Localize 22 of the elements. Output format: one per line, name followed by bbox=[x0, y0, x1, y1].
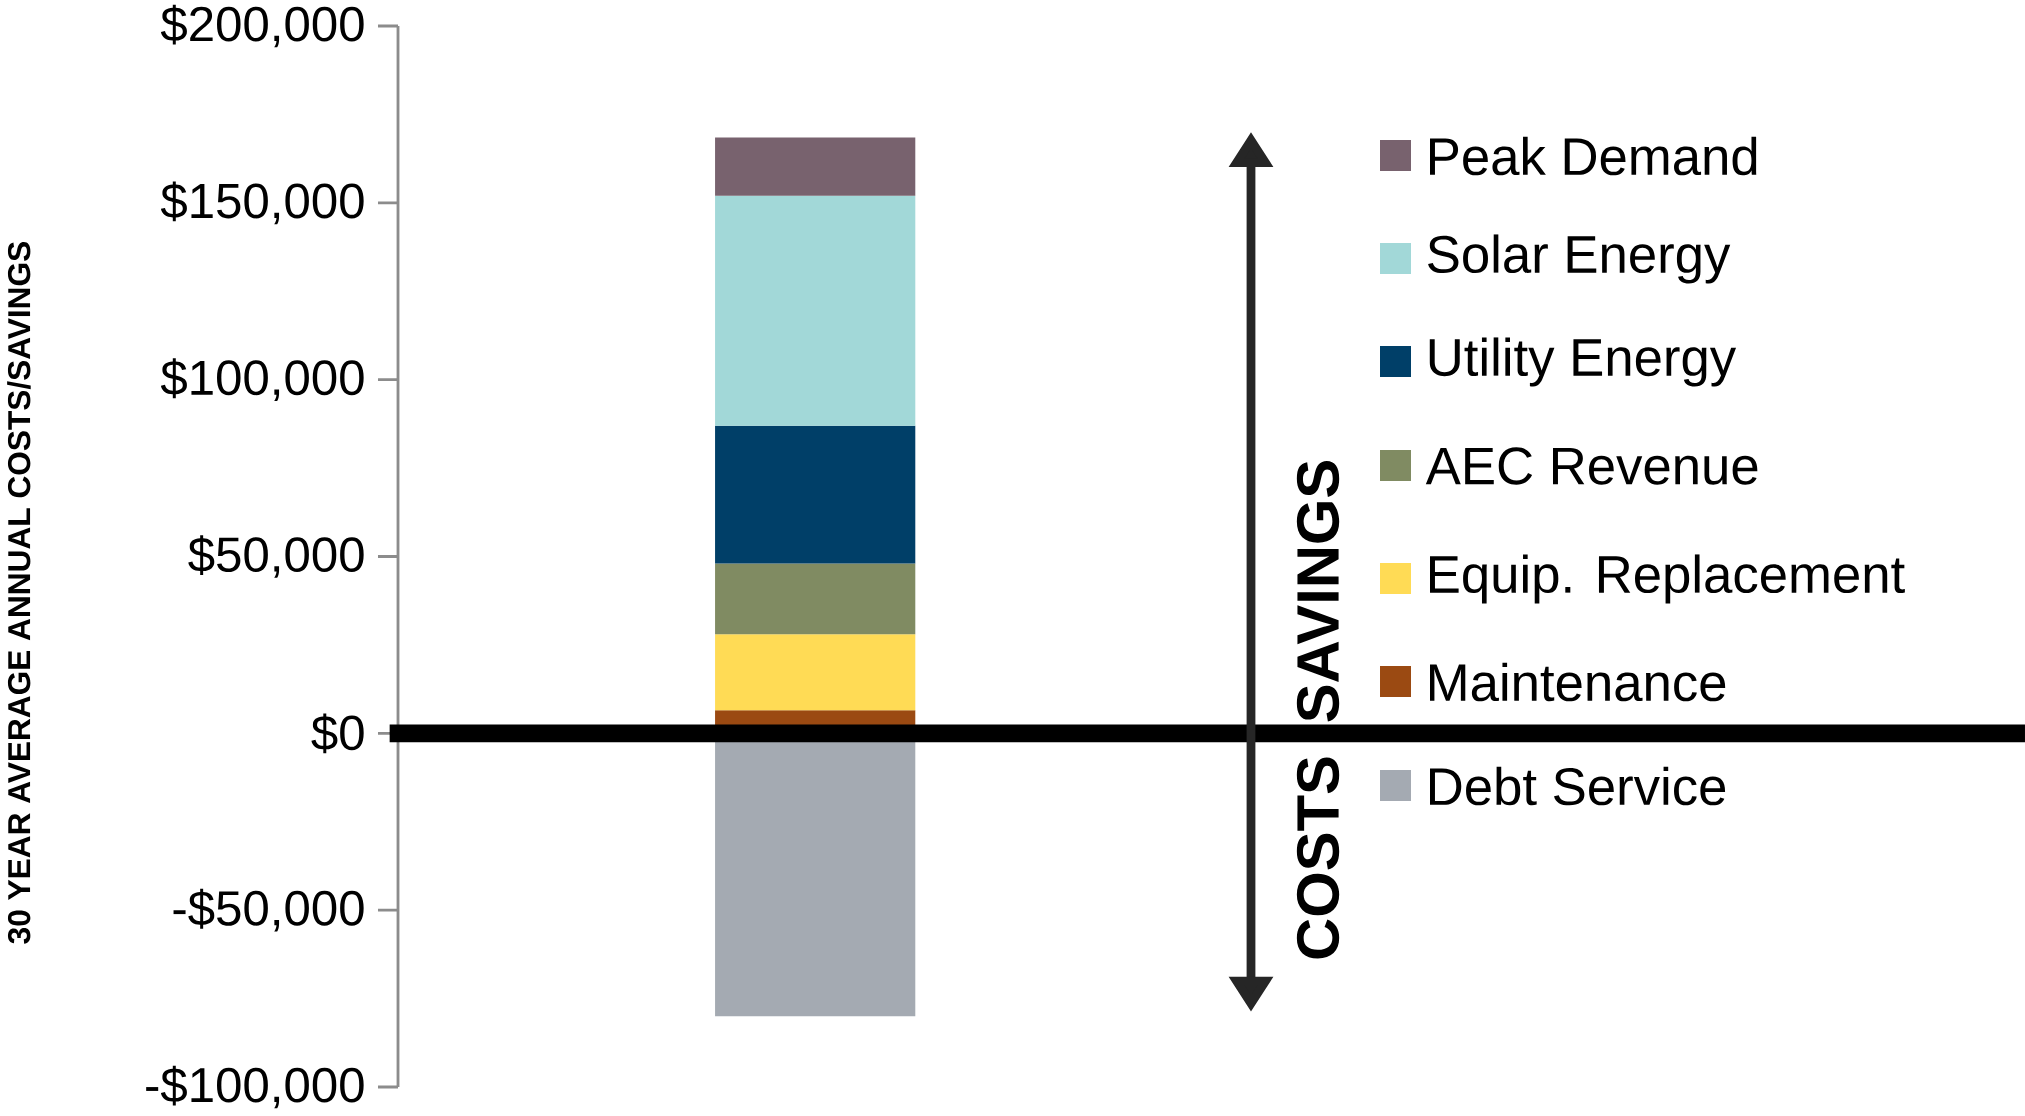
text: SAVINGS bbox=[1296, 461, 1340, 722]
y-axis-title: 30 YEAR AVERAGE ANNUAL COSTS/SAVINGS bbox=[7, 242, 31, 944]
legend-label: Peak Demand bbox=[1430, 136, 1757, 176]
bar bbox=[715, 563, 916, 635]
y-tick-label: -$50,000 bbox=[173, 888, 364, 932]
y-tick-label: $100,000 bbox=[160, 358, 364, 402]
bar bbox=[715, 634, 916, 711]
y-tick-label: $200,000 bbox=[160, 4, 364, 48]
legend-label: Solar Energy bbox=[1428, 234, 1731, 284]
legend-label: AEC Revenue bbox=[1425, 447, 1758, 485]
y-tick-label: -$100,000 bbox=[146, 1065, 364, 1109]
y-tick-label: $150,000 bbox=[160, 181, 364, 225]
bar bbox=[715, 195, 916, 426]
bar bbox=[715, 425, 916, 564]
bar bbox=[715, 137, 916, 196]
legend-label: Debt Service bbox=[1430, 766, 1726, 806]
y-tick-label: $0 bbox=[311, 713, 364, 754]
text: COSTS bbox=[1296, 757, 1340, 959]
legend-label: Utility Energy bbox=[1429, 337, 1737, 387]
legend-label: Equip. Replacement bbox=[1430, 554, 1905, 604]
y-tick-label: $50,000 bbox=[188, 535, 364, 578]
legend-label: Maintenance bbox=[1430, 662, 1726, 702]
